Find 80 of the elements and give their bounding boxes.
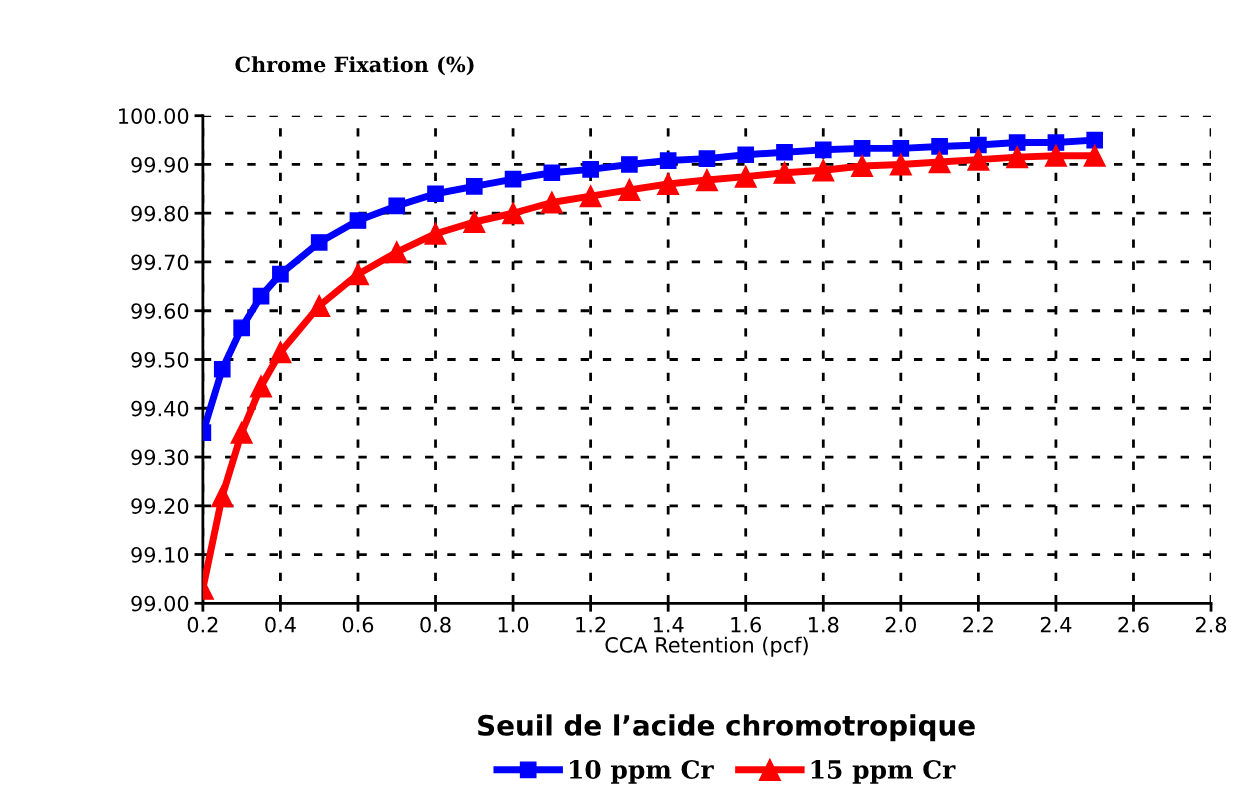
point xyxy=(618,178,641,201)
point xyxy=(230,421,253,444)
y-tick-label: 99.50 xyxy=(131,351,189,368)
y-axis-title: Chrome Fixation (%) xyxy=(235,56,474,76)
point xyxy=(310,234,328,251)
point xyxy=(211,484,234,508)
point xyxy=(967,148,990,171)
x-tick-label: 0.2 xyxy=(187,616,218,633)
point xyxy=(543,164,561,182)
point xyxy=(252,287,270,305)
x-tick-label: 0.6 xyxy=(342,616,374,633)
y-tick-label: 99.90 xyxy=(131,156,189,173)
legend-label: 10 ppm Cr xyxy=(569,760,714,784)
x-tick-label: 0.4 xyxy=(265,616,296,633)
y-tick-label: 99.20 xyxy=(131,498,189,514)
y-tick-label: 99.00 xyxy=(131,595,189,612)
y-tick-label: 99.10 xyxy=(131,546,189,563)
point xyxy=(385,241,408,264)
x-tick-label: 0.8 xyxy=(420,616,451,633)
point xyxy=(698,150,716,167)
point xyxy=(424,222,447,245)
point xyxy=(272,265,289,283)
point xyxy=(465,178,483,195)
point xyxy=(579,185,602,208)
point xyxy=(889,153,912,176)
point xyxy=(249,375,273,398)
point xyxy=(349,212,367,229)
point xyxy=(501,202,525,225)
point xyxy=(1083,144,1106,167)
point xyxy=(621,156,638,173)
x-tick-label: 1.2 xyxy=(576,616,606,633)
point xyxy=(695,168,719,192)
point xyxy=(233,319,250,337)
x-tick-label: 2.0 xyxy=(885,616,916,633)
point xyxy=(427,185,444,203)
x-tick-label: 1.4 xyxy=(653,617,684,633)
point xyxy=(1047,134,1065,151)
point xyxy=(1006,146,1029,169)
x-tick-label: 2.6 xyxy=(1118,616,1149,633)
point xyxy=(346,263,370,286)
x-tick-label: 2.8 xyxy=(1195,616,1227,633)
point xyxy=(892,140,910,157)
point xyxy=(1044,144,1068,167)
point xyxy=(812,159,835,182)
point xyxy=(388,197,406,215)
point xyxy=(269,341,292,364)
point xyxy=(734,165,757,188)
point xyxy=(308,294,331,317)
point xyxy=(504,170,522,188)
point xyxy=(1086,131,1104,149)
point xyxy=(463,210,486,234)
x-tick-label: 2.2 xyxy=(963,616,993,633)
point xyxy=(776,143,793,161)
y-tick-label: 99.80 xyxy=(131,205,189,222)
point xyxy=(970,136,987,154)
y-tick-label: 99.70 xyxy=(131,254,189,271)
text: Seuil de l’acide chromotropique xyxy=(478,714,975,742)
point xyxy=(540,191,563,214)
point xyxy=(657,172,680,196)
point xyxy=(814,141,832,159)
y-tick-label: 99.40 xyxy=(131,400,189,417)
point xyxy=(928,150,951,174)
point xyxy=(850,154,874,178)
legend-label: 15 ppm Cr xyxy=(811,760,956,784)
point xyxy=(1008,134,1026,151)
x-tick-label: 1.0 xyxy=(498,616,529,633)
y-tick-label: 100.00 xyxy=(119,108,189,124)
y-tick-label: 99.60 xyxy=(131,303,189,319)
point xyxy=(737,146,755,164)
x-tick-label: 2.4 xyxy=(1040,616,1072,633)
point xyxy=(773,161,796,184)
point xyxy=(213,360,231,378)
x-axis-title: CCA Retention (pcf) xyxy=(605,636,808,657)
x-tick-label: 1.8 xyxy=(808,616,839,633)
point xyxy=(659,152,677,169)
point xyxy=(853,140,871,157)
point xyxy=(931,138,948,155)
point xyxy=(582,161,599,178)
y-tick-label: 99.30 xyxy=(131,449,189,466)
x-tick-label: 1.6 xyxy=(731,616,761,633)
